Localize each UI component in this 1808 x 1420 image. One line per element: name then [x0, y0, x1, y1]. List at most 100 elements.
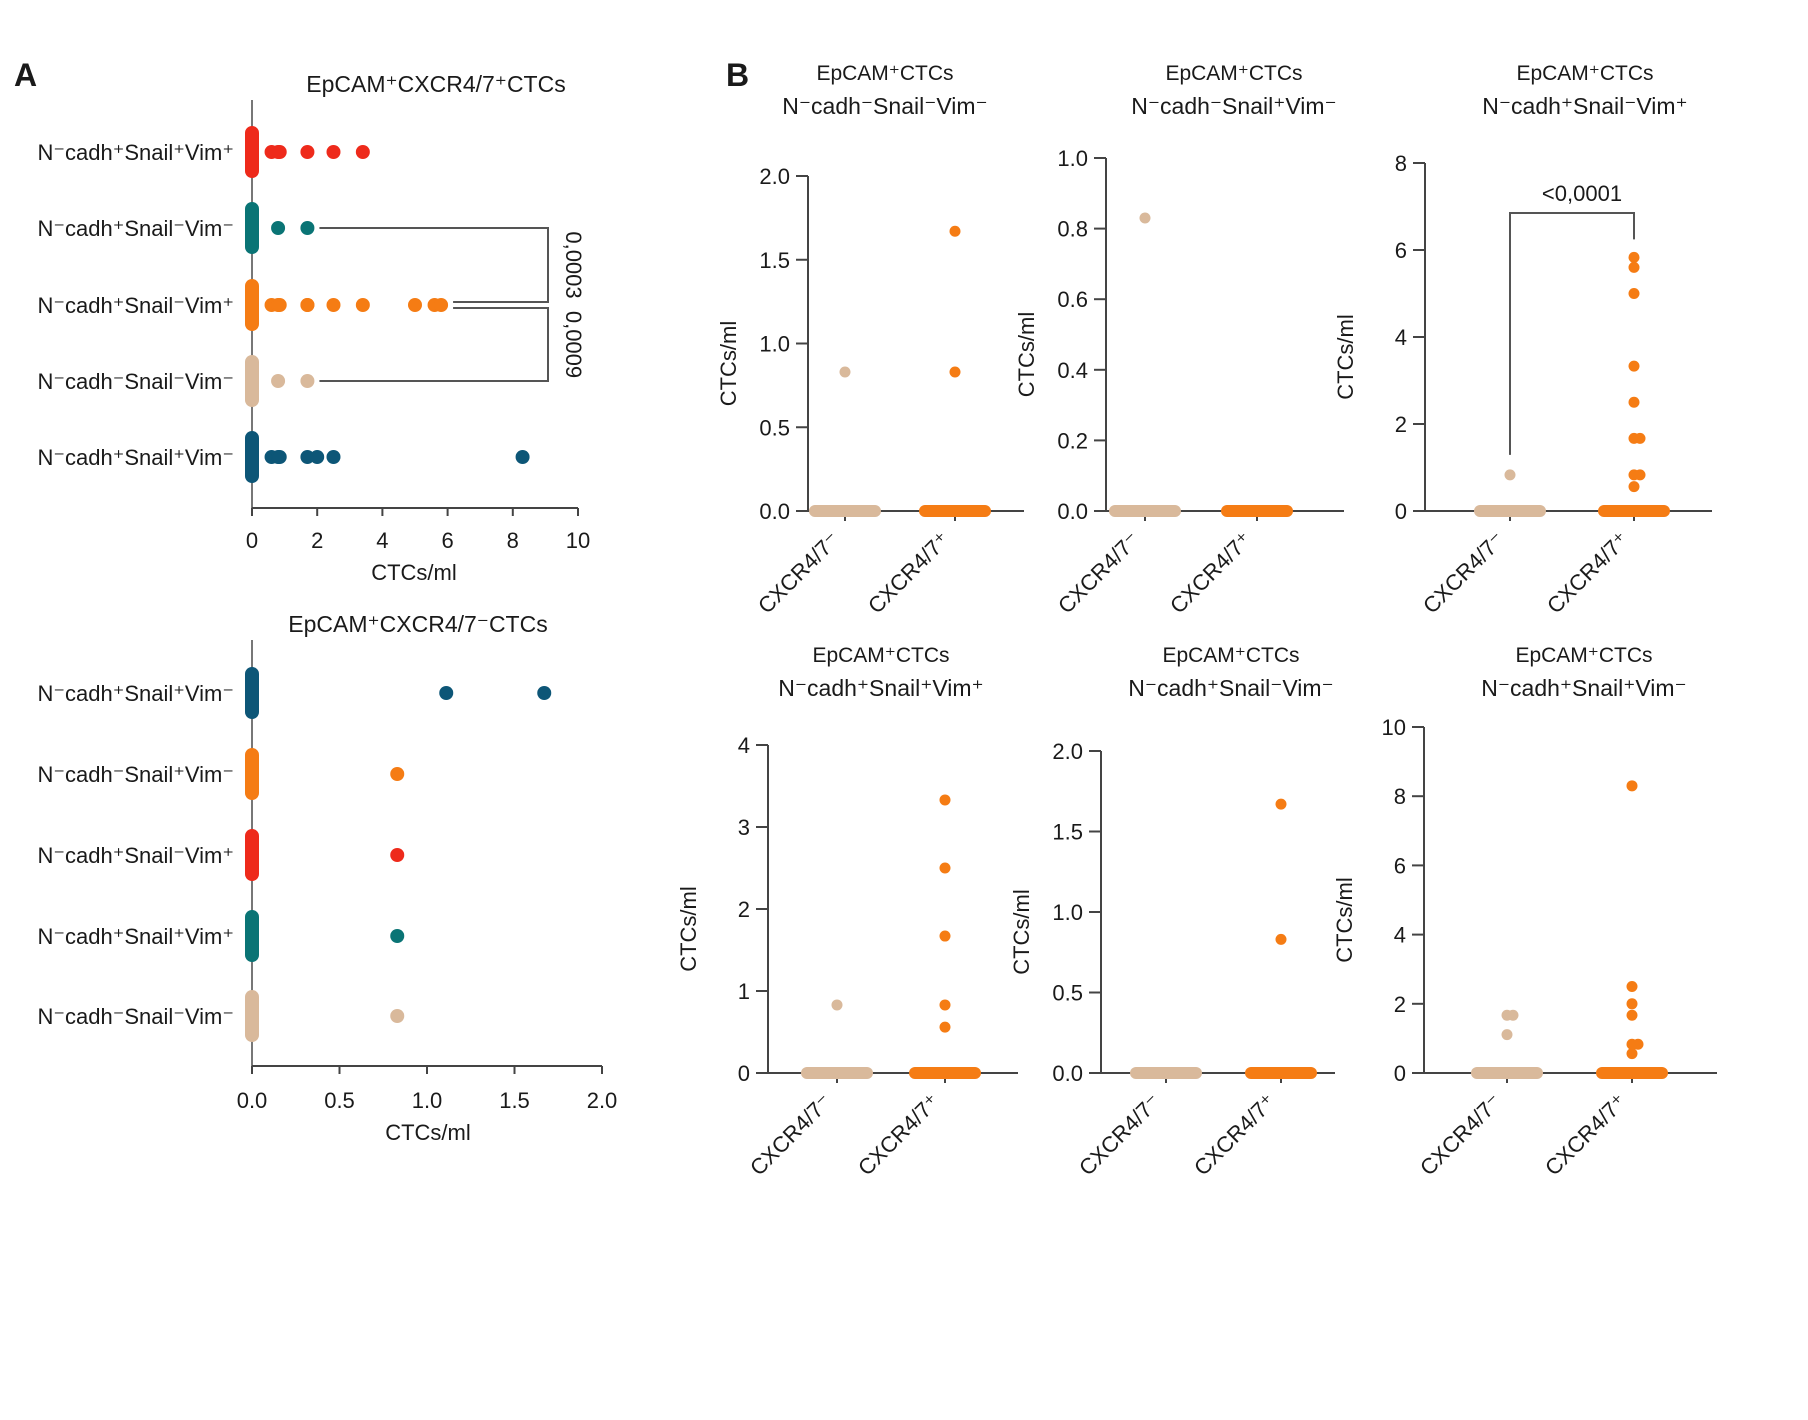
data-point [1626, 1009, 1638, 1021]
data-point [390, 1009, 405, 1023]
data-point [1634, 469, 1646, 481]
data-point [439, 686, 454, 700]
y-tick-label: 0.0 [1052, 1061, 1083, 1086]
data-point [1628, 481, 1640, 493]
y-tick-label: 8 [1394, 784, 1406, 809]
data-point [390, 929, 405, 943]
y-tick-label: 0.4 [1057, 358, 1088, 383]
data-point [939, 999, 951, 1011]
chart-title: EpCAM⁺CTCs [1515, 644, 1652, 667]
y-tick-label: 0.5 [759, 415, 790, 440]
data-point [326, 298, 341, 312]
data-point [1275, 933, 1287, 945]
y-tick-label: 2 [738, 897, 750, 922]
chart-b1: EpCAM⁺CTCs N⁻cadh⁻Snail⁻Vim⁻ 0.0 0.5 1.0 1.5 2… [716, 62, 1024, 618]
chart-a-top: EpCAM⁺CXCR4/7⁺CTCs 0 2 4 6 8 10 CTCs/ml N⁻cadh⁺S… [38, 71, 591, 585]
zero-cluster [809, 505, 881, 517]
y-tick-label: 4 [738, 733, 750, 758]
y-tick-label: 8 [1395, 151, 1407, 176]
data-point [1504, 469, 1516, 481]
zero-cluster [245, 355, 259, 407]
data-point [1632, 1038, 1644, 1050]
chart-subtitle: N⁻cadh⁺Snail⁺Vim⁺ [778, 675, 983, 701]
x-tick-label: CXCR4/7⁻ [1053, 527, 1145, 619]
x-tick-label: 4 [376, 528, 388, 553]
data-point [949, 225, 961, 237]
zero-cluster [245, 667, 259, 719]
zero-cluster [1109, 505, 1181, 517]
row-label: N⁻cadh⁺Snail⁻Vim⁻ [38, 216, 234, 241]
chart-b4: EpCAM⁺CTCs N⁻cadh⁺Snail⁺Vim⁺ 0 1 2 3 4 CTCs/ml C… [676, 644, 1018, 1180]
chart-title: EpCAM⁺CTCs [812, 644, 949, 667]
row-label: N⁻cadh⁻Snail⁻Vim⁻ [38, 1004, 234, 1029]
data-point [300, 221, 315, 235]
chart-subtitle: N⁻cadh⁺Snail⁺Vim⁻ [1481, 675, 1686, 701]
data-point [300, 450, 315, 464]
data-point [355, 298, 370, 312]
x-tick-label: CXCR4/7⁺ [1189, 1089, 1281, 1181]
chart-title: EpCAM⁺CTCs [1516, 62, 1653, 85]
chart-b3: EpCAM⁺CTCs N⁻cadh⁺Snail⁻Vim⁺ 0 2 4 6 8 CTCs/ml C… [1333, 62, 1712, 618]
y-tick-label: 0.0 [1057, 499, 1088, 524]
zero-cluster [1130, 1067, 1202, 1079]
p-value-label: 0,0003 [561, 231, 586, 298]
x-axis-label: CTCs/ml [371, 560, 457, 585]
chart-title: EpCAM⁺CXCR4/7⁻CTCs [288, 611, 547, 637]
panel-a-letter: A [14, 57, 37, 93]
x-tick-label: 1.5 [499, 1088, 530, 1113]
chart-subtitle: N⁻cadh⁺Snail⁻Vim⁺ [1482, 93, 1687, 119]
zero-cluster [1471, 1067, 1543, 1079]
zero-cluster [1596, 1067, 1668, 1079]
data-point [1501, 1029, 1513, 1041]
zero-cluster [245, 910, 259, 962]
data-point [1626, 780, 1638, 792]
x-tick-label: CXCR4/7⁺ [1542, 527, 1634, 619]
row-label: N⁻cadh⁺Snail⁺Vim⁻ [38, 681, 234, 706]
zero-cluster [245, 990, 259, 1042]
data-point [1507, 1009, 1519, 1021]
y-axis-label: CTCs/ml [1014, 312, 1039, 398]
row-label: N⁻cadh⁻Snail⁺Vim⁻ [38, 762, 234, 787]
data-point [515, 450, 530, 464]
y-axis-label: CTCs/ml [716, 321, 741, 407]
data-point [390, 767, 405, 781]
y-tick-label: 2.0 [759, 164, 790, 189]
zero-cluster [245, 431, 259, 483]
data-point [1628, 261, 1640, 273]
zero-cluster [245, 829, 259, 881]
data-point [1628, 251, 1640, 263]
data-point [300, 145, 315, 159]
chart-title: EpCAM⁺CTCs [1162, 644, 1299, 667]
data-point [537, 686, 552, 700]
x-tick-label: 8 [507, 528, 519, 553]
row-label: N⁻cadh⁺Snail⁺Vim⁺ [38, 140, 234, 165]
data-point [1628, 360, 1640, 372]
data-point [326, 145, 341, 159]
data-point [939, 794, 951, 806]
y-tick-label: 4 [1395, 325, 1407, 350]
data-point [300, 298, 315, 312]
y-tick-label: 4 [1394, 923, 1406, 948]
x-tick-label: CXCR4/7⁻ [745, 1089, 837, 1181]
x-axis-label: CTCs/ml [385, 1120, 471, 1145]
data-point [1626, 981, 1638, 992]
data-point [408, 298, 422, 312]
data-point [271, 374, 286, 388]
data-point [355, 145, 370, 159]
x-tick-label: 0 [246, 528, 258, 553]
data-point [300, 374, 315, 388]
zero-cluster [245, 279, 259, 331]
zero-cluster [245, 748, 259, 800]
chart-title: EpCAM⁺CTCs [1165, 62, 1302, 85]
x-tick-label: CXCR4/7⁻ [753, 527, 845, 619]
data-point [939, 1021, 951, 1033]
y-tick-label: 1.5 [1052, 820, 1083, 845]
y-tick-label: 0.0 [759, 499, 790, 524]
x-tick-label: 2 [311, 528, 323, 553]
data-point [1139, 212, 1151, 224]
zero-cluster [245, 126, 259, 178]
significance-bracket [319, 227, 549, 303]
x-tick-label: 2.0 [587, 1088, 618, 1113]
zero-cluster [909, 1067, 981, 1079]
